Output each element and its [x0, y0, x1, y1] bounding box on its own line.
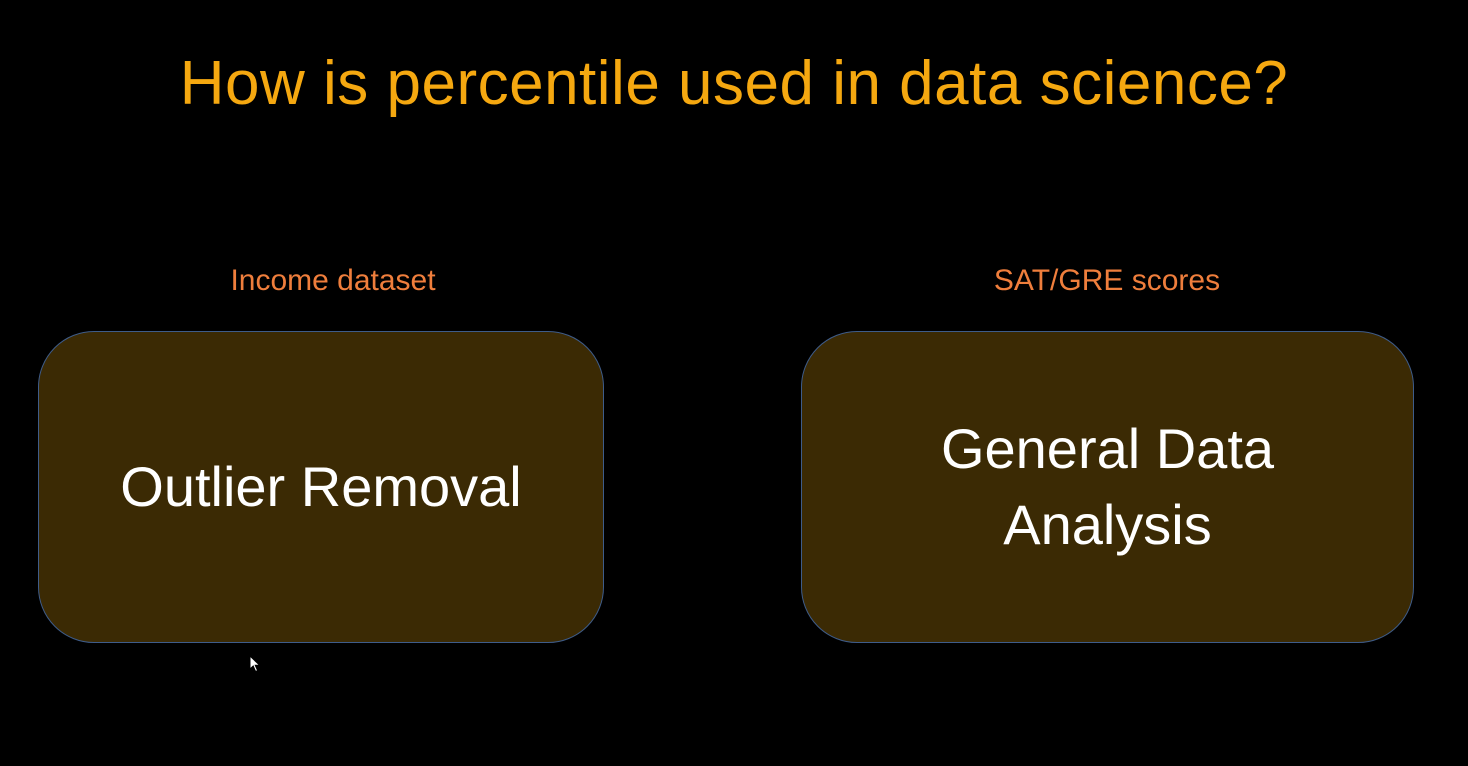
caption-income-dataset: Income dataset — [230, 264, 436, 297]
slide-title: How is percentile used in data science? — [179, 49, 1289, 118]
card-label-line: Outlier Removal — [120, 455, 522, 518]
card-label-line: General Data — [940, 417, 1275, 480]
card-outlier-removal: Outlier Removal — [38, 331, 604, 643]
card-general-data-analysis: General Data Analysis — [801, 331, 1414, 643]
caption-sat-gre-scores: SAT/GRE scores — [993, 264, 1221, 297]
card-label-line: Analysis — [1003, 493, 1212, 556]
mouse-pointer-icon — [249, 655, 261, 673]
